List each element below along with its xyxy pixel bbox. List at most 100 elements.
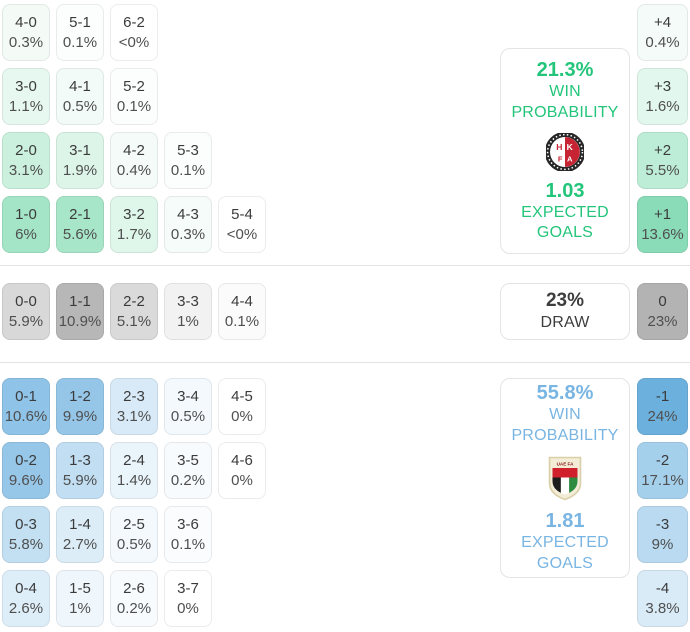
home-score-cell-probability: 6% bbox=[15, 225, 37, 243]
home-score-cell-probability: 3.1% bbox=[8, 161, 44, 179]
home-score-cell: 2-1 5.6% bbox=[56, 196, 104, 253]
away-score-cell-probability: 0.2% bbox=[170, 471, 206, 489]
away-diff-cell-label: -4 bbox=[655, 580, 670, 598]
draw-score-grid: 0-0 5.9% 1-1 10.9% 2-2 5.1% 3-3 1% 4-4 0.1% bbox=[2, 283, 690, 340]
away-win-panel: 55.8% WIN PROBABILITY UAE FA bbox=[500, 378, 630, 578]
away-score-cell-probability: 0% bbox=[231, 471, 253, 489]
home-goal-diff-column: +4 0.4% +3 1.6% +2 5.5% +1 13.6% bbox=[637, 4, 688, 253]
svg-text:K: K bbox=[567, 142, 574, 152]
home-score-cell: 4-0 0.3% bbox=[2, 4, 50, 61]
away-score-cell: 2-6 0.2% bbox=[110, 570, 158, 627]
away-score-cell-row: 0-1 10.6% 1-2 9.9% 2-3 3.1% 3-4 0.5% 4-5 0% bbox=[2, 378, 498, 435]
home-xg-label-line1: EXPECTED bbox=[521, 203, 609, 221]
draw-score-cell: 2-2 5.1% bbox=[110, 283, 158, 340]
away-score-cell-probability: 2.6% bbox=[8, 599, 44, 617]
away-score-cell: 2-4 1.4% bbox=[110, 442, 158, 499]
draw-score-cell: 3-3 1% bbox=[164, 283, 212, 340]
home-diff-cell-probability: 5.5% bbox=[645, 161, 680, 179]
home-diff-cell-probability: 13.6% bbox=[641, 225, 684, 243]
away-score-cell: 0-2 9.6% bbox=[2, 442, 50, 499]
home-expected-goals-value: 1.03 bbox=[545, 179, 585, 202]
home-score-cell-label: 3-0 bbox=[15, 78, 37, 96]
away-score-cell-label: 1-4 bbox=[69, 516, 91, 534]
draw-score-cell-probability: 0.1% bbox=[224, 312, 260, 330]
home-score-cell-label: 3-1 bbox=[69, 142, 91, 160]
away-score-cell-probability: 9.9% bbox=[62, 407, 98, 425]
home-win-label-line1: WIN bbox=[549, 82, 581, 100]
away-score-cell-probability: 5.9% bbox=[62, 471, 98, 489]
away-score-cell: 3-5 0.2% bbox=[164, 442, 212, 499]
home-score-cell-probability: <0% bbox=[226, 225, 258, 243]
away-score-cell-label: 1-2 bbox=[69, 388, 91, 406]
draw-panel: 23% DRAW bbox=[500, 283, 630, 340]
section-divider bbox=[0, 265, 690, 266]
away-score-cell-label: 2-5 bbox=[123, 516, 145, 534]
away-score-cell-label: 0-1 bbox=[15, 388, 37, 406]
draw-score-cell: 0-0 5.9% bbox=[2, 283, 50, 340]
away-score-cell-probability: 10.6% bbox=[4, 407, 48, 425]
home-score-cell: 5-3 0.1% bbox=[164, 132, 212, 189]
away-score-cell-label: 2-4 bbox=[123, 452, 145, 470]
home-diff-cell-label: +4 bbox=[653, 14, 672, 32]
home-score-cell-probability: 5.6% bbox=[62, 225, 98, 243]
away-score-cell: 3-6 0.1% bbox=[164, 506, 212, 563]
home-score-cell-label: 4-3 bbox=[177, 206, 199, 224]
home-score-cell-probability: 1.1% bbox=[8, 97, 44, 115]
away-score-cell-probability: 1.4% bbox=[116, 471, 152, 489]
away-diff-cell-probability: 24% bbox=[647, 407, 678, 425]
home-diff-cell-label: +3 bbox=[653, 78, 672, 96]
draw-score-cell: 1-1 10.9% bbox=[56, 283, 104, 340]
home-diff-cell-label: +1 bbox=[653, 206, 672, 224]
draw-goal-diff-column: 0 23% bbox=[637, 283, 688, 340]
draw-score-cell-probability: 5.9% bbox=[8, 312, 44, 330]
home-win-panel: 21.3% WIN PROBABILITY H K F A 1.03 EXPEC… bbox=[500, 48, 630, 254]
away-score-grid: 0-1 10.6% 1-2 9.9% 2-3 3.1% 3-4 0.5% 4-5 0% 0-2 9.6… bbox=[2, 378, 498, 627]
svg-text:F: F bbox=[558, 154, 563, 163]
home-score-cell-probability: 1.7% bbox=[116, 225, 152, 243]
away-score-cell-label: 2-6 bbox=[123, 580, 145, 598]
home-score-cell: 3-2 1.7% bbox=[110, 196, 158, 253]
home-score-cell-label: 5-1 bbox=[69, 14, 91, 32]
draw-probability-value: 23% bbox=[545, 289, 585, 311]
away-diff-cell-probability: 9% bbox=[651, 535, 674, 553]
away-win-section: 0-1 10.6% 1-2 9.9% 2-3 3.1% 3-4 0.5% 4-5 0% 0-2 9.6… bbox=[0, 378, 690, 627]
home-score-cell-probability: 0.3% bbox=[8, 33, 44, 51]
draw-score-cell-label: 0-0 bbox=[15, 293, 37, 311]
home-win-label-line2: PROBABILITY bbox=[511, 103, 619, 121]
hkfa-crest-icon: H K F A bbox=[546, 132, 584, 171]
home-score-cell-probability: <0% bbox=[118, 33, 150, 51]
home-score-cell-probability: 0.1% bbox=[170, 161, 206, 179]
home-xg-label-line2: GOALS bbox=[536, 224, 594, 242]
away-score-cell: 1-3 5.9% bbox=[56, 442, 104, 499]
draw-section: 0-0 5.9% 1-1 10.9% 2-2 5.1% 3-3 1% 4-4 0.1% 23% D… bbox=[0, 283, 690, 340]
away-score-cell-probability: 3.1% bbox=[116, 407, 152, 425]
away-diff-cell-probability: 17.1% bbox=[641, 471, 684, 489]
home-diff-cell-label: +2 bbox=[653, 142, 672, 160]
home-score-cell-probability: 0.4% bbox=[116, 161, 152, 179]
home-score-cell-row: 2-0 3.1% 3-1 1.9% 4-2 0.4% 5-3 0.1% bbox=[2, 132, 498, 189]
home-score-cell-label: 1-0 bbox=[15, 206, 37, 224]
home-score-cell: 4-1 0.5% bbox=[56, 68, 104, 125]
home-score-cell-label: 5-4 bbox=[231, 206, 253, 224]
away-score-cell-label: 3-6 bbox=[177, 516, 199, 534]
away-score-cell-probability: 1% bbox=[69, 599, 91, 617]
away-score-cell-probability: 0% bbox=[177, 599, 199, 617]
home-score-cell-probability: 0.3% bbox=[170, 225, 206, 243]
away-score-cell-row: 0-2 9.6% 1-3 5.9% 2-4 1.4% 3-5 0.2% 4-6 0% bbox=[2, 442, 498, 499]
draw-score-cell-label: 2-2 bbox=[123, 293, 145, 311]
away-score-cell: 1-4 2.7% bbox=[56, 506, 104, 563]
away-score-cell-row: 0-4 2.6% 1-5 1% 2-6 0.2% 3-7 0% bbox=[2, 570, 498, 627]
draw-diff-cell-probability: 23% bbox=[647, 312, 678, 330]
draw-score-cell-probability: 10.9% bbox=[58, 312, 102, 330]
away-win-label-line2: PROBABILITY bbox=[511, 427, 619, 445]
away-score-cell-probability: 0.1% bbox=[170, 535, 206, 553]
home-score-cell: 6-2 <0% bbox=[110, 4, 158, 61]
away-score-cell-label: 4-5 bbox=[231, 388, 253, 406]
away-win-label-line1: WIN bbox=[549, 406, 581, 424]
svg-text:UAE FA: UAE FA bbox=[557, 462, 575, 467]
away-score-cell: 2-3 3.1% bbox=[110, 378, 158, 435]
home-score-cell: 5-1 0.1% bbox=[56, 4, 104, 61]
home-score-cell-probability: 0.1% bbox=[116, 97, 152, 115]
away-score-cell: 4-6 0% bbox=[218, 442, 266, 499]
draw-score-cell-row: 0-0 5.9% 1-1 10.9% 2-2 5.1% 3-3 1% 4-4 0.1% bbox=[2, 283, 690, 340]
